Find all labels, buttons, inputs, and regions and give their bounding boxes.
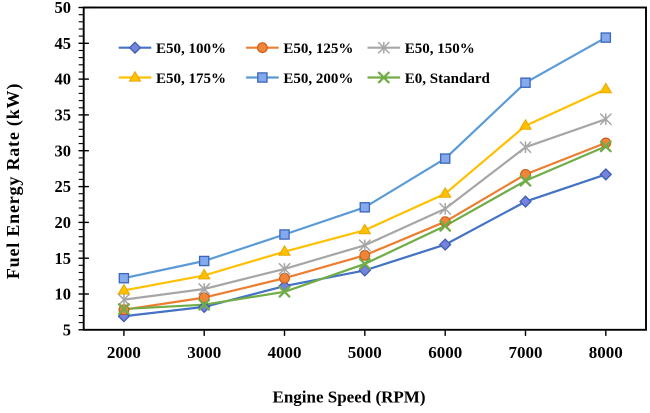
svg-text:2000: 2000 bbox=[107, 343, 141, 362]
svg-text:Fuel Energy Rate (kW): Fuel Energy Rate (kW) bbox=[3, 83, 24, 279]
svg-text:E50, 200%: E50, 200% bbox=[283, 71, 353, 87]
svg-text:20: 20 bbox=[55, 213, 72, 232]
svg-text:E50, 125%: E50, 125% bbox=[283, 41, 353, 57]
svg-text:E0, Standard: E0, Standard bbox=[405, 71, 491, 87]
svg-text:4000: 4000 bbox=[268, 343, 302, 362]
svg-text:30: 30 bbox=[55, 141, 72, 160]
svg-text:E50, 175%: E50, 175% bbox=[156, 71, 226, 87]
svg-text:15: 15 bbox=[55, 249, 72, 268]
svg-text:Engine Speed (RPM): Engine Speed (RPM) bbox=[273, 388, 426, 407]
svg-text:E50, 100%: E50, 100% bbox=[156, 41, 226, 57]
svg-text:3000: 3000 bbox=[187, 343, 221, 362]
svg-text:45: 45 bbox=[55, 34, 72, 53]
svg-text:E50, 150%: E50, 150% bbox=[405, 41, 475, 57]
svg-text:10: 10 bbox=[55, 285, 72, 304]
svg-text:5000: 5000 bbox=[348, 343, 382, 362]
svg-text:6000: 6000 bbox=[428, 343, 462, 362]
svg-text:50: 50 bbox=[55, 0, 72, 17]
svg-text:25: 25 bbox=[55, 177, 72, 196]
svg-text:8000: 8000 bbox=[589, 343, 623, 362]
svg-text:35: 35 bbox=[55, 106, 72, 125]
svg-text:40: 40 bbox=[55, 70, 72, 89]
svg-text:5: 5 bbox=[63, 320, 71, 339]
svg-text:7000: 7000 bbox=[509, 343, 543, 362]
